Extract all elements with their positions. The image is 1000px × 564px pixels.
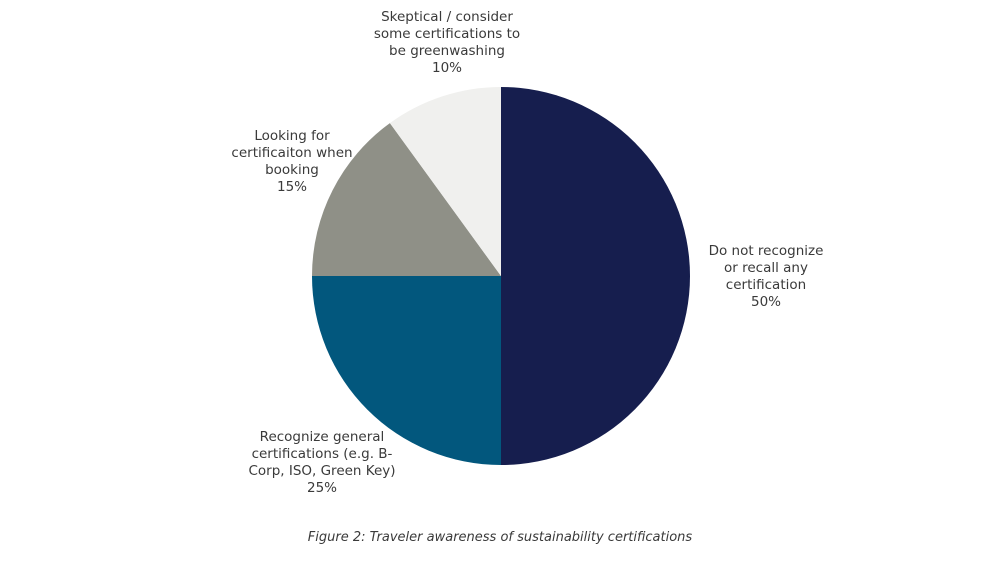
label-line: booking	[265, 162, 319, 178]
label-line: certifications (e.g. B-	[251, 446, 393, 462]
slice-label-looking-for-certification: Looking for certificaiton when booking 1…	[222, 128, 362, 196]
figure-caption: Figure 2: Traveler awareness of sustaina…	[307, 530, 693, 545]
slice-label-do-not-recognize: Do not recognize or recall any certifica…	[686, 243, 846, 311]
label-percent: 10%	[431, 60, 462, 76]
label-percent: 15%	[276, 179, 307, 195]
label-percent: 50%	[750, 294, 781, 310]
label-line: be greenwashing	[389, 43, 505, 59]
label-line: Looking for	[254, 128, 330, 144]
label-line: certification	[725, 277, 807, 293]
label-line: certificaiton when	[231, 145, 353, 161]
label-line: Do not recognize	[708, 243, 824, 259]
pie-slice	[312, 123, 501, 276]
pie-slice	[312, 276, 501, 465]
label-line: Corp, ISO, Green Key)	[248, 463, 396, 479]
label-line: some certifications to	[373, 26, 521, 42]
label-line: Skeptical / consider	[381, 9, 513, 25]
slice-label-recognize-general: Recognize general certifications (e.g. B…	[232, 429, 412, 497]
label-percent: 25%	[306, 480, 337, 496]
label-line: or recall any	[724, 260, 808, 276]
pie-slice	[389, 87, 501, 276]
label-line: Recognize general	[259, 429, 385, 445]
pie-slice	[501, 87, 690, 465]
slice-label-skeptical: Skeptical / consider some certifications…	[352, 9, 542, 77]
